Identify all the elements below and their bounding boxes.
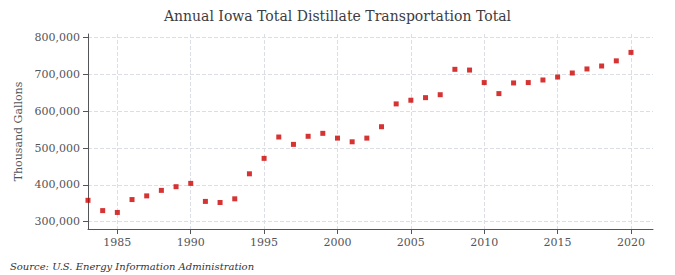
svg-text:2015: 2015 — [544, 236, 572, 249]
svg-text:300,000: 300,000 — [35, 215, 81, 228]
svg-text:2010: 2010 — [470, 236, 498, 249]
svg-text:400,000: 400,000 — [35, 178, 81, 191]
svg-text:1995: 1995 — [250, 236, 278, 249]
svg-text:Thousand Gallons: Thousand Gallons — [12, 81, 25, 181]
svg-text:600,000: 600,000 — [35, 105, 81, 118]
svg-text:2020: 2020 — [617, 236, 645, 249]
svg-text:1985: 1985 — [103, 236, 131, 249]
svg-text:1990: 1990 — [177, 236, 205, 249]
svg-text:700,000: 700,000 — [35, 68, 81, 81]
svg-text:2005: 2005 — [397, 236, 425, 249]
svg-text:Source: U.S. Energy Informatio: Source: U.S. Energy Information Administ… — [10, 261, 254, 272]
svg-text:800,000: 800,000 — [35, 31, 81, 44]
svg-text:Annual Iowa Total Distillate T: Annual Iowa Total Distillate Transportat… — [163, 8, 512, 24]
svg-text:500,000: 500,000 — [35, 142, 81, 155]
svg-text:2000: 2000 — [323, 236, 351, 249]
